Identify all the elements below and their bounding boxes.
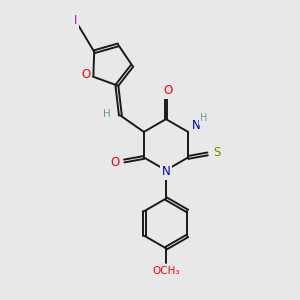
Text: I: I	[74, 14, 77, 27]
Text: O: O	[111, 156, 120, 169]
Text: O: O	[81, 68, 90, 82]
Text: N: N	[191, 119, 200, 132]
Text: O: O	[163, 84, 172, 97]
Text: N: N	[162, 166, 170, 178]
Text: S: S	[213, 146, 220, 159]
Text: H: H	[200, 113, 207, 123]
Text: OCH₃: OCH₃	[152, 266, 180, 276]
Text: H: H	[103, 109, 111, 119]
